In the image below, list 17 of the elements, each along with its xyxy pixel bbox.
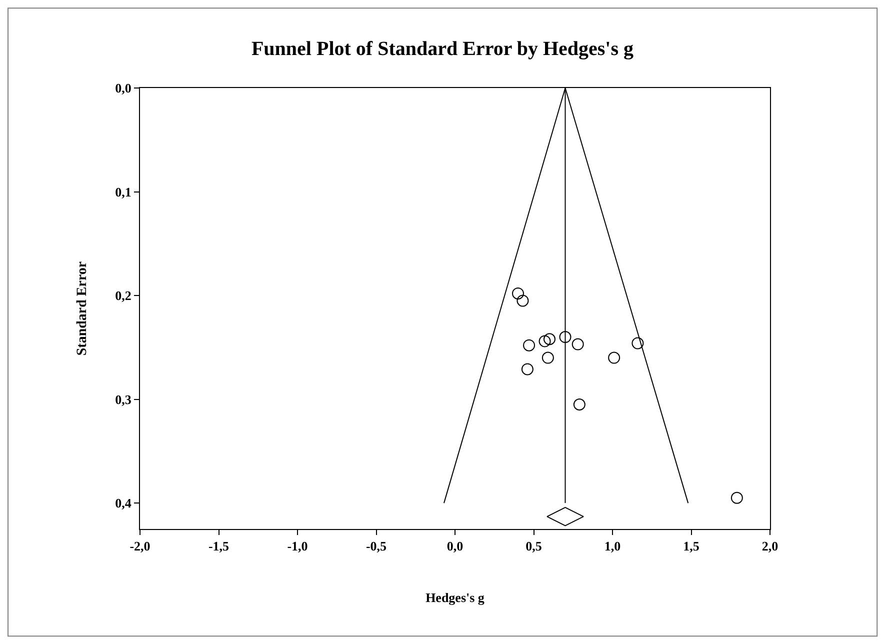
y-tick-label: 0,1 — [115, 184, 132, 200]
y-tick-label: 0,3 — [115, 392, 132, 407]
x-axis-title: Hedges's g — [426, 590, 485, 606]
x-tick-label: -0,5 — [366, 538, 388, 554]
x-tick-label: -1,5 — [208, 538, 230, 554]
y-tick-label: 0,2 — [115, 288, 132, 304]
x-tick-label: 0,5 — [526, 538, 542, 554]
x-tick-label: 2,0 — [762, 538, 778, 554]
chart-title: Funnel Plot of Standard Error by Hedges's g — [251, 38, 634, 60]
y-tick-label: 0,0 — [115, 80, 132, 96]
x-tick-label: -2,0 — [130, 538, 150, 554]
x-tick-label: -1,0 — [287, 538, 308, 554]
y-axis-title: Standard Error — [74, 261, 90, 356]
x-tick-label: 1,0 — [604, 538, 621, 554]
x-tick-label: 1,5 — [683, 538, 700, 554]
y-tick-label: 0,4 — [115, 496, 132, 511]
x-tick-label: 0,0 — [446, 538, 464, 554]
